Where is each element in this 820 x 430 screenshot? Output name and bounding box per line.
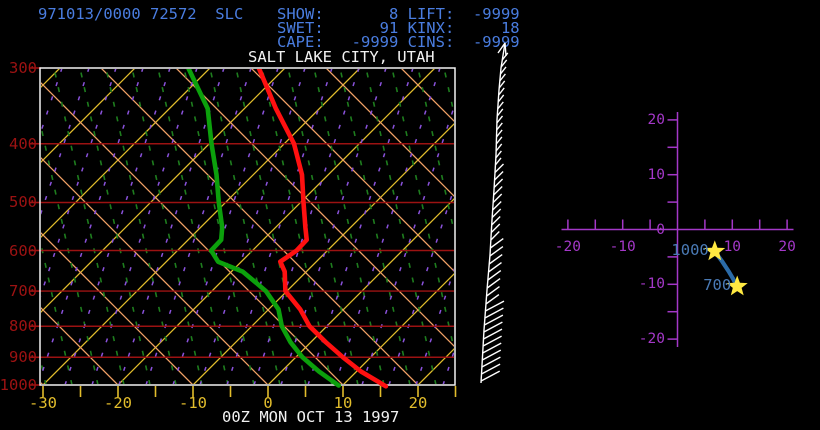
pressure-label: 1000 bbox=[0, 376, 37, 394]
temp-label: 0 bbox=[263, 394, 273, 412]
pressure-label: 500 bbox=[9, 193, 37, 212]
chart-title: SALT LAKE CITY, UTAH bbox=[248, 48, 435, 66]
station-id-line: 971013/0000 72572 SLC bbox=[38, 5, 244, 23]
hodograph-level-star bbox=[704, 240, 726, 261]
index-row: CAPE: -9999 CINS: -9999 bbox=[277, 33, 520, 51]
temp-label: -10 bbox=[179, 394, 207, 412]
pressure-label: 700 bbox=[9, 282, 37, 301]
pressure-label: 800 bbox=[9, 317, 37, 336]
hodo-v-label: 20 bbox=[647, 111, 665, 128]
hodo-u-label: -10 bbox=[609, 239, 636, 255]
hodo-u-label: 10 bbox=[723, 239, 742, 255]
hodograph-level-star bbox=[726, 275, 748, 296]
temp-label: -30 bbox=[29, 394, 57, 412]
pressure-label: 600 bbox=[9, 241, 37, 260]
pressure-label: 400 bbox=[9, 134, 37, 153]
hodo-v-label: -20 bbox=[638, 331, 665, 348]
pressure-label: 300 bbox=[9, 59, 37, 77]
hodo-v-label: 10 bbox=[647, 166, 665, 183]
hodo-v-label: 0 bbox=[656, 221, 665, 238]
hodo-u-label: -20 bbox=[554, 239, 581, 255]
temp-label: 10 bbox=[333, 394, 353, 412]
hodo-u-label: 20 bbox=[778, 239, 796, 255]
hodo-level-label: 1000 bbox=[671, 241, 709, 260]
temp-label: -20 bbox=[104, 394, 132, 412]
temp-label: 20 bbox=[408, 394, 428, 412]
index-row: SHOW: 8 LIFT: -9999 bbox=[277, 5, 520, 23]
pressure-label: 900 bbox=[9, 348, 37, 367]
index-row: SWET: 91 KINX: 18 bbox=[277, 19, 520, 37]
hodo-v-label: -10 bbox=[638, 276, 665, 293]
valid-time-label: 00Z MON OCT 13 1997 bbox=[222, 408, 400, 426]
stability-indices-block: SHOW: 8 LIFT: -9999 SWET: 91 KINX: 18 CAPE… bbox=[277, 5, 520, 51]
hodo-level-label: 700 bbox=[703, 276, 732, 295]
